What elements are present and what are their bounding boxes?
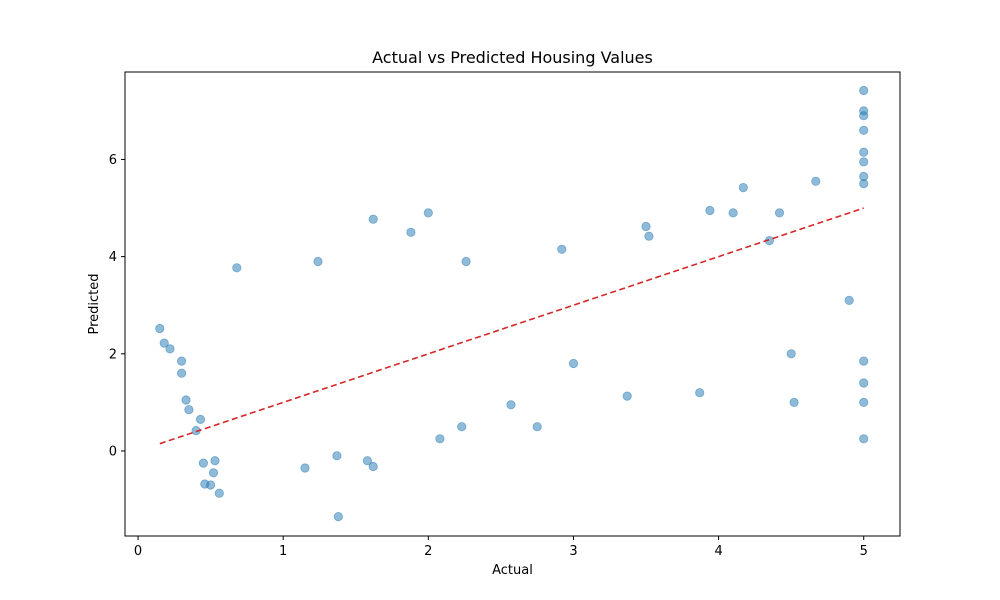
scatter-point [738,183,748,193]
scatter-point [774,208,785,218]
scatter-point [184,405,194,415]
scatter-point [177,356,187,366]
y-tick-label: 6 [109,153,117,168]
scatter-point [313,256,323,267]
scatter-point [844,295,854,305]
scatter-point [695,388,705,398]
scatter-point [641,221,651,232]
scatter-point [461,256,471,267]
scatter-point [198,458,208,468]
scatter-point [859,179,869,189]
scatter-point [208,468,219,478]
scatter-point [232,263,242,273]
scatter-point [406,227,416,237]
x-tick-label: 2 [424,544,432,559]
y-axis: 0 2 4 6 [109,153,125,459]
scatter-point [159,338,169,348]
scatter-point [532,422,542,432]
scatter-point [423,208,433,218]
chart-title: Actual vs Predicted Housing Values [372,48,653,67]
scatter-point [705,205,715,216]
scatter-point [362,456,372,466]
scatter-point [811,176,821,186]
x-tick-label: 5 [860,544,868,559]
x-tick-label: 1 [279,544,287,559]
scatter-point [368,214,378,224]
scatter-point [155,323,165,334]
scatter-point [859,85,869,96]
plot-area-frame [124,71,901,537]
scatter-point [195,414,206,424]
x-tick-label: 4 [714,544,722,559]
scatter-point [622,391,632,401]
reference-line-layer [159,207,864,445]
scatter-point [165,344,175,354]
x-tick-label: 0 [134,544,142,559]
scatter-point [644,231,654,241]
scatter-point [332,451,342,461]
scatter-point [859,434,869,444]
x-axis-label: Actual [492,563,533,578]
scatter-point [557,244,567,254]
y-tick-label: 0 [109,444,117,459]
reference-line [159,207,864,445]
y-axis-label: Predicted [87,273,102,334]
scatter-point [859,125,869,135]
scatter-point [435,434,445,444]
x-axis: 0 1 2 3 4 5 [134,536,868,559]
scatter-point [859,356,869,366]
scatter-point [206,480,216,490]
x-tick-label: 3 [569,544,577,559]
scatter-point [859,157,869,167]
scatter-point [333,511,343,522]
scatter-point [728,208,738,218]
scatter-points [155,85,869,522]
y-tick-label: 4 [109,250,117,265]
scatter-point [859,147,869,157]
scatter-point [789,397,799,407]
scatter-point [177,368,187,378]
scatter-point [786,349,796,359]
scatter-point [506,400,516,410]
scatter-point [568,358,579,369]
scatter-point [859,111,869,121]
scatter-point [859,397,869,407]
scatter-point [859,378,869,388]
scatter-point [457,422,467,432]
y-tick-label: 2 [109,347,117,362]
scatter-point [181,395,191,405]
scatter-point [214,488,224,498]
scatter-point [210,456,220,466]
scatter-point [368,461,378,472]
scatter-point [300,463,310,473]
